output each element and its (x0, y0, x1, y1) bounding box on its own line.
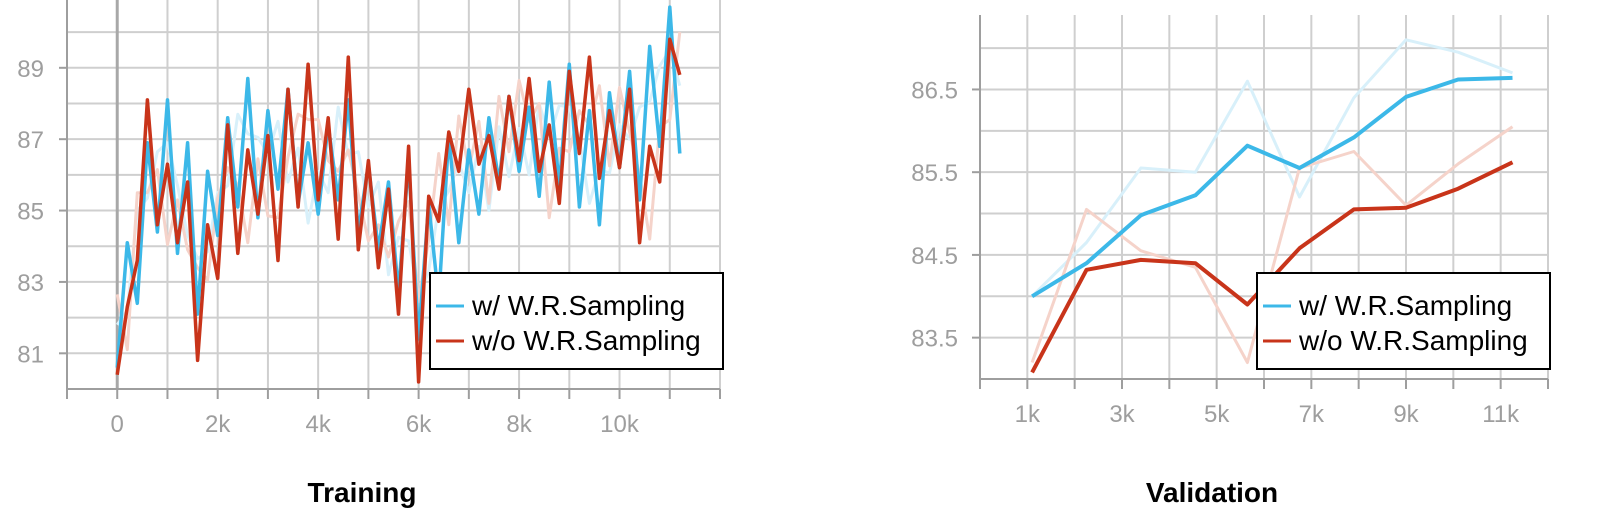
validation-series-w-sampling-raw (1031, 38, 1514, 298)
training-y-tick-label: 89 (17, 56, 44, 83)
training-x-tick-label: 10k (600, 411, 640, 438)
validation-legend-label-wo: w/o W.R.Sampling (1298, 325, 1528, 356)
validation-caption: Validation (1146, 477, 1278, 508)
training-x-tick-label: 0 (111, 411, 124, 438)
validation-chart: 1k 3k 5k 7k 9k 11k 83.5 84.5 85.5 86.5 w/ W.R.Sa… (911, 15, 1551, 508)
validation-y-axis: 83.5 84.5 85.5 86.5 (911, 15, 981, 379)
training-legend-label-wo: w/o W.R.Sampling (471, 325, 701, 356)
training-legend: w/ W.R.Sampling w/o W.R.Sampling (429, 272, 724, 370)
training-legend-label-w: w/ W.R.Sampling (471, 290, 685, 321)
training-y-tick-label: 85 (17, 199, 44, 226)
validation-x-tick-label: 9k (1393, 401, 1419, 428)
validation-y-tick-label: 83.5 (911, 326, 958, 353)
training-y-tick-label: 87 (17, 127, 44, 154)
validation-legend: w/ W.R.Sampling w/o W.R.Sampling (1256, 272, 1551, 370)
training-caption: Training (308, 477, 417, 508)
validation-x-tick-label: 7k (1299, 401, 1325, 428)
training-chart: 0 2k 4k 6k 8k 10k 81 83 85 87 89 w/ W.R.Sampling … (17, 0, 724, 508)
training-x-tick-label: 2k (205, 411, 231, 438)
training-series-w-sampling-raw (115, 48, 682, 326)
training-x-tick-label: 4k (305, 411, 331, 438)
validation-legend-box (1256, 272, 1551, 370)
training-series-wo-sampling-raw (115, 31, 682, 352)
training-legend-box (429, 272, 724, 370)
validation-x-tick-label: 3k (1109, 401, 1135, 428)
training-plot-area (115, 5, 682, 384)
validation-y-tick-label: 85.5 (911, 160, 958, 187)
validation-x-axis: 1k 3k 5k 7k 9k 11k (979, 378, 1549, 428)
validation-x-tick-label: 11k (1482, 401, 1520, 428)
training-y-tick-label: 83 (17, 270, 44, 297)
training-y-tick-label: 81 (17, 341, 44, 368)
training-x-axis: 0 2k 4k 6k 8k 10k (66, 388, 721, 438)
validation-legend-label-w: w/ W.R.Sampling (1298, 290, 1512, 321)
validation-x-tick-label: 5k (1204, 401, 1230, 428)
validation-x-tick-label: 1k (1015, 401, 1041, 428)
validation-series-w-sampling (1031, 75, 1513, 299)
validation-y-tick-label: 86.5 (911, 77, 958, 104)
training-x-tick-label: 6k (406, 411, 432, 438)
training-x-tick-label: 8k (506, 411, 532, 438)
validation-y-tick-label: 84.5 (911, 243, 958, 270)
validation-series-wo-sampling-raw (1030, 125, 1514, 364)
training-y-axis: 81 83 85 87 89 (17, 0, 68, 389)
training-series-wo-sampling (115, 37, 682, 384)
